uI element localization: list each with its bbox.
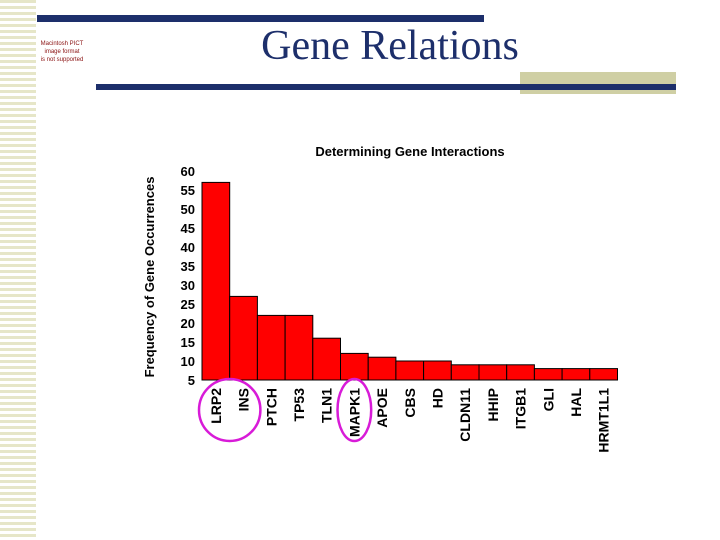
highlight-circle bbox=[197, 377, 262, 443]
y-tick-label: 55 bbox=[181, 183, 195, 198]
bar-cbs bbox=[395, 360, 425, 381]
pict-notice-line: image format bbox=[44, 49, 80, 55]
pict-notice-line: Macintosh PICT bbox=[40, 41, 84, 47]
y-tick-label: 30 bbox=[181, 278, 195, 293]
x-tick-label: LRP2 bbox=[208, 388, 224, 424]
bar-itgb1 bbox=[506, 364, 535, 381]
y-tick-label: 60 bbox=[181, 164, 195, 179]
bar-hal bbox=[561, 368, 591, 381]
x-tick-label: PTCH bbox=[263, 388, 279, 426]
bar-hd bbox=[423, 360, 452, 381]
x-tick-label: ITGB1 bbox=[513, 388, 529, 429]
bar-tp53 bbox=[284, 314, 314, 381]
title-underline-rule bbox=[96, 84, 676, 90]
chart-title: Determining Gene Interactions bbox=[315, 144, 504, 159]
y-tick-label: 45 bbox=[181, 221, 195, 236]
bar-gli bbox=[533, 368, 563, 381]
x-tick-label: HAL bbox=[568, 388, 584, 417]
bar-mapk1 bbox=[340, 352, 369, 381]
x-tick-label: GLI bbox=[540, 388, 556, 411]
highlight-circle bbox=[336, 377, 373, 443]
pict-placeholder: Macintosh PICT image format is not suppo… bbox=[40, 40, 84, 64]
y-tick-label: 40 bbox=[181, 240, 195, 255]
bar-hrmt1l1 bbox=[589, 368, 618, 381]
slide-title: Gene Relations bbox=[261, 23, 519, 69]
bar-hhip bbox=[478, 364, 508, 381]
x-tick-label: CBS bbox=[402, 388, 418, 418]
top-rule bbox=[37, 15, 484, 22]
y-tick-label: 35 bbox=[181, 259, 195, 274]
x-tick-label: HHIP bbox=[485, 388, 501, 421]
x-tick-label: TP53 bbox=[291, 388, 307, 422]
x-tick-label: HD bbox=[429, 388, 445, 408]
y-tick-label: 20 bbox=[181, 316, 195, 331]
x-tick-label: CLDN11 bbox=[457, 388, 473, 442]
y-axis-label: Frequency of Gene Occurrences bbox=[142, 177, 157, 378]
y-ticks: 5 10 15 20 25 30 35 40 45 50 55 60 bbox=[181, 164, 195, 388]
bars-group bbox=[201, 181, 618, 381]
y-tick-label: 50 bbox=[181, 202, 195, 217]
bar-tln1 bbox=[312, 337, 342, 381]
khaki-accent-bar bbox=[520, 72, 676, 94]
x-tick-label: HRMT1L1 bbox=[596, 388, 612, 453]
x-tick-label: INS bbox=[236, 388, 252, 411]
y-tick-label: 15 bbox=[181, 335, 195, 350]
y-tick-label: 5 bbox=[188, 373, 195, 388]
x-tick-labels: LRP2 INS PTCH TP53 TLN1 MAPK1 APOE CBS HD CLDN11 H… bbox=[208, 388, 612, 453]
bar-ins bbox=[229, 295, 258, 381]
bar-cldn11 bbox=[450, 364, 480, 381]
left-stripe-decoration bbox=[0, 0, 36, 540]
bar-chart: Determining Gene Interactions Frequency … bbox=[142, 144, 618, 453]
bar-ptch bbox=[256, 314, 286, 381]
x-tick-label: APOE bbox=[374, 388, 390, 428]
highlight-circles bbox=[197, 377, 373, 443]
y-tick-label: 10 bbox=[181, 354, 195, 369]
pict-notice-line: is not supported bbox=[40, 57, 84, 63]
x-tick-label: MAPK1 bbox=[346, 388, 362, 437]
bar-lrp2 bbox=[201, 181, 231, 381]
x-tick-label: TLN1 bbox=[319, 388, 335, 423]
y-tick-label: 25 bbox=[181, 297, 195, 312]
bar-apoe bbox=[367, 356, 397, 381]
